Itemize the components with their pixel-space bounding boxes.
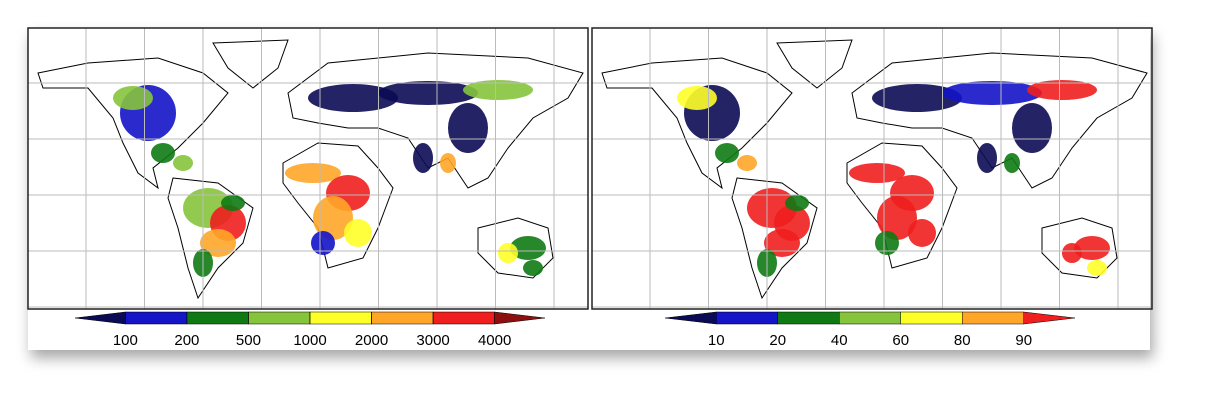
data-region — [311, 231, 335, 255]
data-region — [113, 86, 153, 110]
data-region — [308, 84, 398, 112]
data-region — [313, 196, 353, 240]
data-region — [677, 86, 717, 110]
colorbar-segment — [962, 311, 1024, 325]
data-region — [875, 231, 899, 255]
data-region — [1087, 260, 1107, 276]
colorbar-segment — [125, 311, 188, 325]
colorbar-label: 10 — [708, 332, 725, 349]
colorbar-segment — [900, 311, 963, 325]
data-region — [715, 143, 739, 163]
data-region — [1027, 80, 1097, 100]
colorbar: 100 200 500 1000 2000 3000 4000 — [74, 311, 546, 349]
colorbar-segment — [248, 311, 311, 325]
data-region — [785, 195, 809, 211]
colorbar-segment — [186, 311, 249, 325]
colorbar-label: 100 — [113, 332, 138, 349]
data-region — [173, 155, 193, 171]
data-region — [1074, 236, 1110, 260]
colorbar-segment — [716, 311, 778, 325]
map-panel — [591, 27, 1153, 310]
colorbar-label: 20 — [769, 332, 786, 349]
colorbar-segment — [777, 311, 840, 325]
colorbar-segment — [371, 311, 434, 325]
data-region — [285, 163, 341, 183]
data-region — [221, 195, 245, 211]
data-region — [200, 229, 236, 257]
data-region — [151, 143, 175, 163]
data-region — [498, 243, 518, 263]
data-region — [440, 153, 456, 173]
colorbar-label: 1000 — [293, 332, 326, 349]
data-region — [1004, 153, 1020, 173]
data-region — [764, 229, 800, 257]
colorbar-label: 80 — [954, 332, 971, 349]
colorbar-label: 3000 — [416, 332, 449, 349]
data-region — [1062, 243, 1082, 263]
data-region — [737, 155, 757, 171]
data-region — [877, 196, 917, 240]
colorbar-label: 60 — [892, 332, 909, 349]
colorbar-label: 2000 — [355, 332, 388, 349]
data-region — [344, 219, 372, 247]
data-region — [849, 163, 905, 183]
map-border — [27, 27, 589, 310]
data-region — [942, 81, 1042, 105]
data-region — [413, 143, 433, 173]
data-region — [977, 143, 997, 173]
data-region — [448, 103, 488, 153]
data-region — [908, 219, 936, 247]
colorbar-label: 500 — [236, 332, 261, 349]
colorbar: 10 20 40 60 80 90 — [664, 311, 1076, 349]
colorbar-segment — [432, 311, 495, 325]
data-region — [523, 260, 543, 276]
colorbar-label: 4000 — [478, 332, 511, 349]
landmass — [212, 39, 289, 89]
map-panel — [27, 27, 589, 310]
colorbar-segment — [839, 311, 901, 325]
data-region — [872, 84, 962, 112]
data-region — [510, 236, 546, 260]
colorbar-label: 90 — [1015, 332, 1032, 349]
colorbar-label: 40 — [831, 332, 848, 349]
map-border — [591, 27, 1153, 310]
data-region — [463, 80, 533, 100]
landmass — [776, 39, 853, 89]
data-region — [378, 81, 478, 105]
colorbar-label: 200 — [174, 332, 199, 349]
colorbar-segment — [309, 311, 372, 325]
data-region — [1012, 103, 1052, 153]
